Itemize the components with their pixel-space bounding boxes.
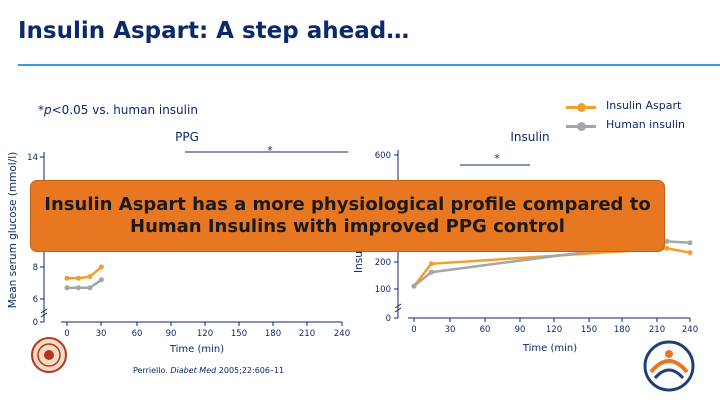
y-tick-label: 0 [386,314,391,324]
data-point-aspart [87,274,93,280]
legend-marker-aspart [577,103,586,112]
y-tick-label: 8 [33,263,38,273]
y-tick-label: 100 [375,285,391,295]
y-tick-label: 200 [375,258,391,268]
x-tick-label: 210 [649,325,665,335]
citation: Perriello. Diabet Med 2005;22:606–11 [133,366,284,375]
y-axis-label: Insu [353,251,365,273]
legend-item-human: Human insulin [560,117,720,136]
x-tick-label: 150 [231,329,247,339]
axis-break-mark [40,308,48,318]
data-point-aspart [98,264,104,270]
ppg-chart: PPG Mean serum glucose (mmol/l) Time (min)… [7,130,350,355]
footnote-p: p [44,103,52,117]
y-tick-label: 14 [27,153,38,163]
data-point-human [428,269,434,275]
x-tick-label: 180 [265,329,281,339]
legend-item-aspart: Insulin Aspart [560,98,720,117]
summary-callout: Insulin Aspart has a more physiological … [30,180,665,252]
series-line-human [67,278,103,290]
chart-legend: Insulin Aspart Human insulin [560,98,720,136]
callout-text: Insulin Aspart has a more physiological … [44,194,651,237]
data-point-aspart [664,245,670,251]
data-point-human [64,285,70,291]
government-seal-icon [31,337,67,373]
title-divider [18,64,720,66]
x-tick-label: 30 [445,325,456,335]
x-tick-label: 0 [411,325,416,335]
data-point-aspart [64,275,70,281]
x-tick-label: 0 [64,329,69,339]
data-point-aspart [428,261,434,267]
significance-star: * [267,144,273,157]
data-point-human [664,238,670,244]
x-tick-label: 240 [334,329,350,339]
x-tick-label: 180 [614,325,630,335]
x-tick-label: 30 [96,329,107,339]
significance-star: * [494,152,500,165]
footnote-text: <0.05 vs. human insulin [51,103,198,117]
footnote-asterisk: * [38,103,44,117]
x-axis-label: Time (min) [522,343,577,354]
series-line-aspart [413,247,691,287]
series-line-human [413,240,691,288]
y-tick-label: 0 [33,318,38,328]
data-point-human [87,285,93,291]
series-line-aspart [67,266,103,280]
legend-marker-human [577,122,586,131]
data-point-human [98,277,104,283]
y-tick-label: 6 [33,295,38,305]
y-axis-label: Mean serum glucose (mmol/l) [7,152,19,309]
x-tick-label: 150 [581,325,597,335]
citation-author: Perriello. [133,366,168,375]
x-tick-label: 90 [515,325,526,335]
x-tick-label: 60 [480,325,491,335]
data-point-human [411,283,417,289]
x-tick-label: 90 [166,329,177,339]
citation-ref: 2005;22:606–11 [218,366,285,375]
data-point-aspart [76,275,81,281]
x-tick-label: 120 [546,325,562,335]
x-tick-label: 240 [682,325,698,335]
legend-label-human: Human insulin [606,118,685,131]
x-axis-label: Time (min) [169,344,224,355]
data-point-human [76,285,81,291]
data-point-human [687,240,693,246]
organization-logo-icon [643,340,695,392]
y-tick-label: 600 [375,151,391,161]
data-point-aspart [687,250,693,256]
axis-break-mark [394,303,402,313]
chart-title: PPG [175,130,199,144]
x-tick-label: 210 [299,329,315,339]
significance-footnote: *p<0.05 vs. human insulin [38,103,198,117]
legend-label-aspart: Insulin Aspart [606,99,682,112]
x-tick-label: 60 [132,329,143,339]
x-tick-label: 120 [197,329,213,339]
chart-title: Insulin [510,130,549,144]
citation-journal: Diabet Med [170,366,217,375]
page-title: Insulin Aspart: A step ahead… [18,18,410,44]
